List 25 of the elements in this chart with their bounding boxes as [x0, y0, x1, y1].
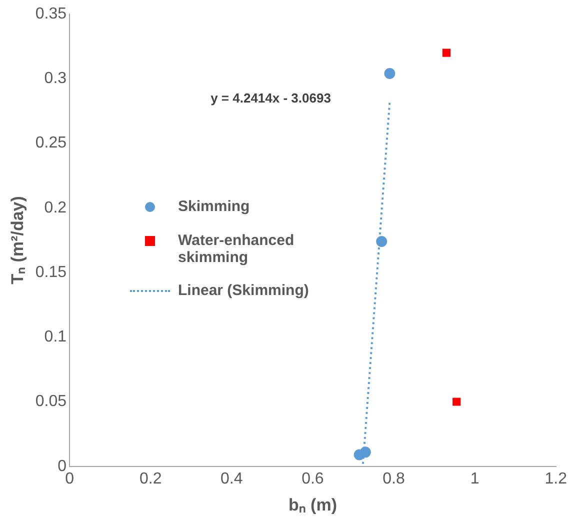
point	[376, 236, 388, 247]
x-tick-label: 0.2	[139, 470, 162, 488]
y-tick-label: 0.15	[35, 264, 67, 281]
x-tick-label: 0.8	[382, 470, 405, 488]
y-tick-label: 0.35	[35, 5, 67, 22]
y-axis-title: Tₙ (m²/day)	[8, 196, 27, 284]
legend-label: Water-enhanced skimming	[178, 232, 296, 266]
y-tick-label: 0.3	[44, 70, 67, 88]
point	[442, 48, 450, 57]
x-tick-label: 1.2	[544, 470, 568, 488]
point	[384, 68, 396, 79]
y-tick-label: 0.2	[44, 199, 67, 216]
point	[452, 398, 461, 406]
legend-label: Skimming	[178, 198, 251, 215]
y-tick-label: 0	[58, 458, 67, 475]
x-tick-label: 0.4	[220, 470, 243, 488]
legend-label: Linear (Skimming)	[178, 282, 310, 299]
y-tick-label: 0.1	[44, 328, 67, 346]
annotation: y = 4.2414x - 3.0693	[210, 90, 331, 106]
y-tick-label: 0.05	[35, 393, 67, 410]
y-tick-label: 0.25	[35, 134, 67, 152]
x-tick-label: 1	[470, 470, 480, 488]
x-axis-title: bₙ (m)	[288, 495, 337, 514]
x-tick-label: 0.6	[302, 470, 324, 488]
point	[360, 446, 371, 458]
